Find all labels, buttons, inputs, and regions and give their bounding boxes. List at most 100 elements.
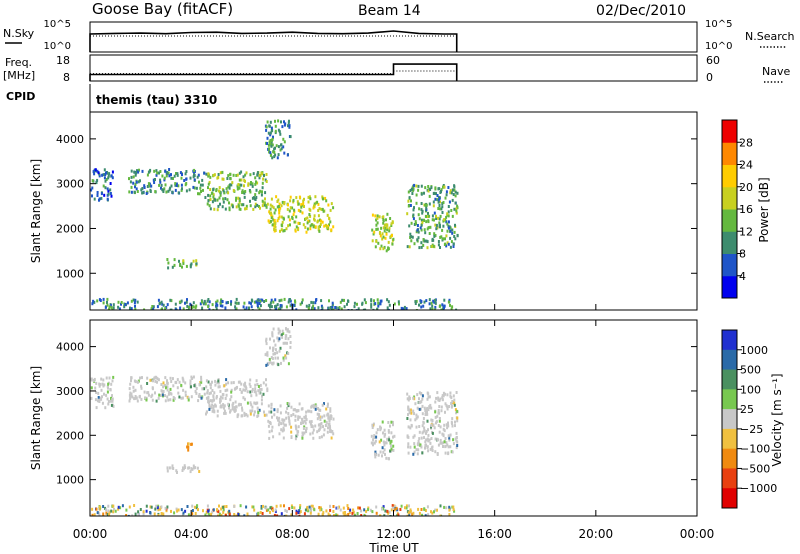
range-cell [106, 513, 109, 516]
range-cell [271, 509, 274, 513]
range-cell [339, 508, 342, 512]
range-cell [447, 224, 450, 228]
range-cell [255, 180, 257, 184]
range-cell [306, 216, 309, 220]
range-cell [241, 406, 243, 410]
range-cell [317, 202, 320, 206]
range-cell [277, 153, 280, 157]
range-cell [408, 397, 411, 400]
range-cell [180, 396, 183, 400]
range-cell [184, 172, 187, 176]
range-cell [427, 449, 430, 453]
range-cell [265, 299, 268, 302]
range-cell [96, 169, 99, 173]
range-cell [277, 205, 280, 208]
range-cell [251, 409, 254, 413]
range-cell [235, 196, 238, 200]
range-cell [278, 299, 281, 303]
range-cell [193, 384, 196, 388]
range-cell [231, 403, 234, 407]
range-cell [112, 303, 115, 307]
range-cell [329, 427, 332, 431]
range-cell [98, 513, 101, 516]
range-cell [274, 225, 277, 229]
range-cell [143, 186, 146, 189]
colorbar-swatch [722, 369, 737, 390]
range-cell [441, 205, 444, 209]
range-cell [428, 405, 431, 409]
range-cell [381, 507, 383, 511]
range-cell [437, 200, 440, 204]
range-cell [288, 124, 291, 128]
range-cell [104, 406, 107, 410]
range-cell [240, 382, 243, 386]
range-cell [105, 178, 108, 181]
range-cell [138, 168, 140, 172]
range-cell [182, 467, 185, 471]
range-cell [356, 512, 359, 515]
range-cell [164, 384, 167, 388]
range-cell [134, 304, 136, 308]
range-cell [199, 395, 202, 399]
range-cell [380, 226, 383, 230]
range-cell [264, 353, 267, 357]
range-cell [386, 509, 389, 513]
range-cell [406, 392, 409, 396]
range-cell [391, 233, 393, 237]
range-cell [193, 466, 195, 470]
range-cell [267, 424, 270, 428]
range-cell [199, 186, 202, 190]
range-cell [382, 215, 385, 219]
range-cell [258, 174, 261, 178]
range-cell [270, 403, 273, 407]
range-cell [433, 426, 436, 430]
range-cell [182, 262, 185, 265]
range-cell [203, 392, 206, 396]
range-cell [425, 431, 427, 435]
range-cell [97, 511, 100, 515]
range-cell [292, 303, 295, 307]
range-cell [429, 441, 432, 445]
range-cell [441, 394, 444, 398]
range-cell [297, 228, 300, 232]
colorbar-tick-label: −25 [740, 423, 763, 436]
range-cell [157, 514, 160, 516]
range-cell [305, 304, 308, 308]
range-cell [447, 445, 450, 449]
range-cell [195, 387, 198, 390]
range-cell [340, 307, 343, 310]
range-cell [269, 142, 272, 146]
range-cell [184, 509, 187, 513]
range-cell [265, 508, 268, 512]
range-cell [304, 421, 307, 425]
range-cell [294, 229, 297, 233]
range-cell [112, 306, 115, 310]
range-cell [454, 194, 457, 198]
range-cell [139, 376, 141, 380]
range-cell [286, 402, 289, 405]
range-cell [288, 507, 291, 511]
noise-right-tick-bottom: 10^0 [705, 41, 732, 52]
range-cell [332, 505, 335, 508]
range-cell [111, 379, 114, 383]
range-cell [304, 416, 307, 420]
range-cell [288, 422, 291, 426]
range-cell [270, 305, 273, 309]
range-cell [312, 304, 315, 308]
range-cell [189, 265, 192, 269]
range-cell [389, 217, 392, 220]
range-cell [426, 419, 429, 423]
range-cell [450, 209, 453, 212]
range-cell [132, 385, 135, 389]
range-cell [224, 197, 227, 201]
range-cell [322, 425, 324, 429]
range-cell [329, 409, 332, 413]
range-cell [289, 335, 292, 338]
range-cell [147, 170, 150, 174]
range-cell [405, 307, 408, 310]
range-cell [274, 356, 277, 360]
range-cell [329, 508, 332, 512]
range-cell [171, 377, 174, 381]
